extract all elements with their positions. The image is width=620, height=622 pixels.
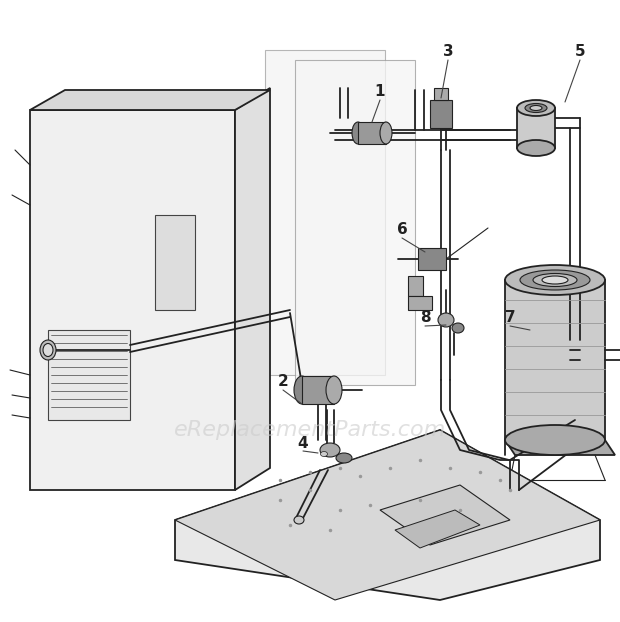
Polygon shape — [418, 248, 446, 270]
Bar — [434, 88, 448, 100]
Text: 1: 1 — [374, 85, 385, 100]
Text: 6: 6 — [397, 223, 407, 238]
Polygon shape — [408, 276, 423, 296]
Ellipse shape — [40, 340, 56, 360]
Polygon shape — [30, 90, 270, 110]
Polygon shape — [380, 485, 510, 545]
Ellipse shape — [352, 122, 364, 144]
Ellipse shape — [294, 376, 310, 404]
Bar — [358, 122, 386, 144]
Ellipse shape — [520, 270, 590, 290]
Bar — [430, 100, 452, 128]
Polygon shape — [295, 60, 415, 385]
Ellipse shape — [505, 425, 605, 455]
Ellipse shape — [326, 376, 342, 404]
Bar — [505, 280, 605, 440]
Ellipse shape — [542, 276, 568, 284]
Bar — [517, 108, 555, 148]
Ellipse shape — [525, 103, 547, 113]
Polygon shape — [265, 50, 385, 375]
Text: 7: 7 — [505, 310, 515, 325]
Ellipse shape — [321, 452, 327, 457]
Ellipse shape — [517, 140, 555, 156]
Ellipse shape — [294, 516, 304, 524]
Ellipse shape — [320, 443, 340, 457]
Text: 2: 2 — [278, 374, 288, 389]
Ellipse shape — [530, 106, 542, 111]
Polygon shape — [235, 88, 270, 490]
Text: 4: 4 — [298, 435, 308, 450]
Text: 8: 8 — [420, 310, 430, 325]
Text: eReplacementParts.com: eReplacementParts.com — [174, 420, 446, 440]
Polygon shape — [155, 215, 195, 310]
Ellipse shape — [517, 100, 555, 116]
Bar — [302, 376, 334, 404]
Polygon shape — [48, 330, 130, 420]
Polygon shape — [30, 110, 235, 490]
Polygon shape — [395, 510, 480, 548]
Ellipse shape — [533, 274, 577, 287]
Text: 3: 3 — [443, 45, 453, 60]
Polygon shape — [175, 430, 600, 600]
Text: 5: 5 — [575, 45, 585, 60]
Ellipse shape — [438, 313, 454, 327]
Polygon shape — [505, 440, 615, 455]
Polygon shape — [408, 296, 432, 310]
Ellipse shape — [336, 453, 352, 463]
Polygon shape — [175, 430, 600, 600]
Ellipse shape — [43, 343, 53, 356]
Ellipse shape — [452, 323, 464, 333]
Ellipse shape — [380, 122, 392, 144]
Ellipse shape — [505, 265, 605, 295]
